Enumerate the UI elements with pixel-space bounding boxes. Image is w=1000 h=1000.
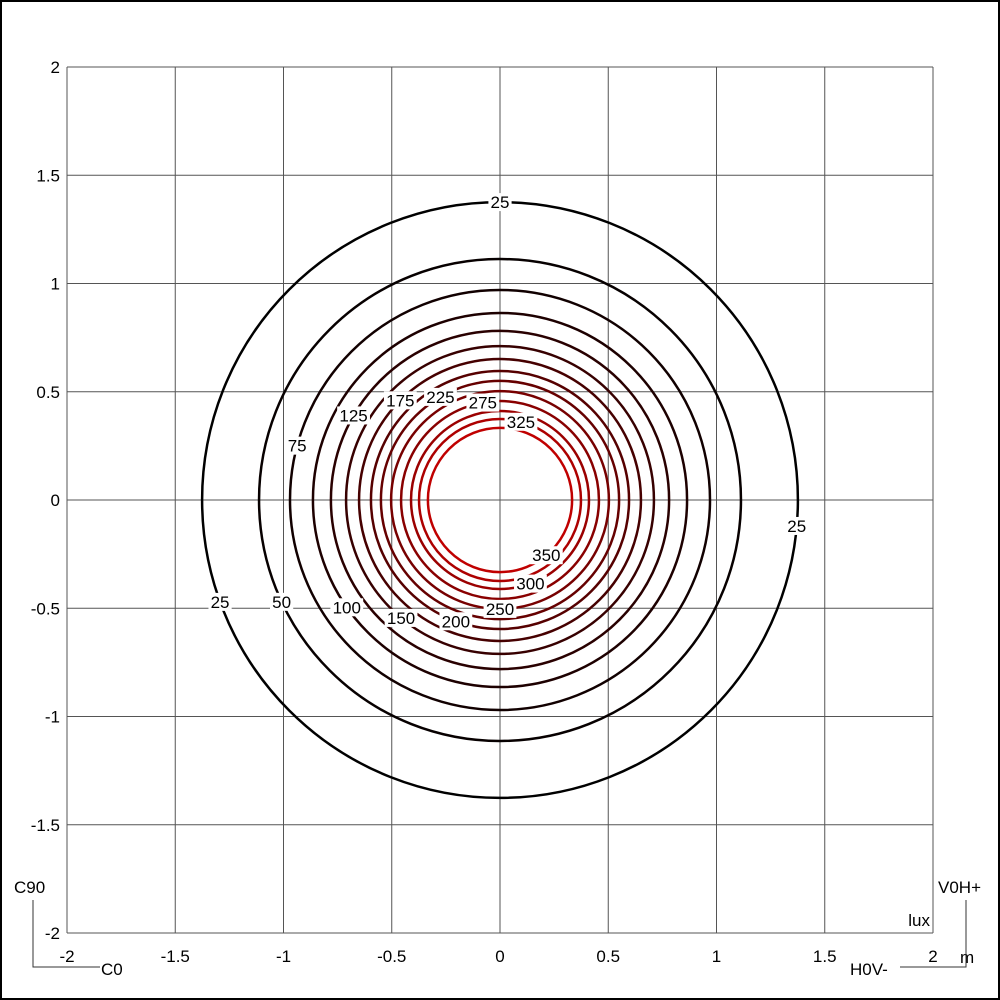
isoline-200	[369, 369, 631, 631]
isoline-label: 225	[426, 388, 454, 407]
isoline-label-bg	[488, 193, 512, 212]
y-tick-label: 1.5	[36, 166, 60, 185]
isoline-label-bg	[330, 598, 364, 617]
x-tick-label: 0	[495, 947, 504, 966]
isoline-225	[379, 379, 621, 621]
isoline-label-bg	[270, 592, 294, 611]
isoline-labels: 25 25 25 50 75 100 125 150 175 200 225 250 275 300 325…	[208, 193, 809, 631]
isoline-150	[344, 344, 656, 656]
axis-unit-label: m	[960, 948, 974, 967]
isoline-125	[329, 329, 671, 671]
y-tick-label: 0	[51, 491, 60, 510]
y-tick-label: -2	[45, 924, 60, 943]
isoline-label: 150	[387, 609, 415, 628]
x-tick-label: 2	[928, 947, 937, 966]
isoline-label-bg	[529, 546, 563, 565]
h-axis-indicator	[900, 900, 967, 968]
isoline-label: 250	[486, 600, 514, 619]
isoline-325	[417, 417, 583, 583]
isoline-label: 100	[333, 598, 361, 617]
isoline-label: 25	[491, 193, 510, 212]
isoline-label-bg	[439, 612, 473, 631]
isoline-label: 325	[507, 413, 535, 432]
isoline-100	[311, 311, 689, 689]
x-tick-label: -0.5	[377, 947, 406, 966]
y-tick-label: -0.5	[31, 599, 60, 618]
y-tick-label: 2	[51, 58, 60, 77]
h0v-minus-label: H0V-	[850, 960, 888, 979]
tick-labels: -2 -1.5 -1 -0.5 0 0.5 1 1.5 2 2 1.5 1 0.5 0 -0.5 -1 -1.5…	[31, 58, 938, 966]
x-tick-label: -1	[276, 947, 291, 966]
v0h-plus-label: V0H+	[938, 878, 981, 897]
isoline-label-bg	[208, 592, 232, 611]
isoline-label: 75	[288, 437, 307, 456]
isoline-label-bg	[384, 608, 418, 627]
y-tick-label: -1.5	[31, 816, 60, 835]
isoline-label: 200	[442, 612, 470, 631]
c0-label: C0	[101, 960, 123, 979]
c-axis-indicator	[32, 900, 100, 968]
isoline-label: 350	[532, 546, 560, 565]
isoline-label: 175	[386, 391, 414, 410]
isoline-175	[357, 357, 643, 643]
isoline-275	[399, 399, 601, 601]
isoline-label-bg	[285, 436, 309, 455]
grid	[66, 66, 934, 934]
x-tick-label: 1.5	[813, 947, 837, 966]
isoline-label: 25	[787, 517, 806, 536]
isoline-label: 300	[516, 575, 544, 594]
isoline-300	[409, 409, 591, 591]
isoline-label-bg	[383, 391, 417, 410]
unit-label: lux	[908, 911, 930, 930]
x-tick-label: 1	[712, 947, 721, 966]
isoline-label-bg	[483, 599, 517, 618]
isoline-label-bg	[785, 516, 809, 535]
isoline-label: 275	[469, 394, 497, 413]
isoline-label-bg	[337, 406, 370, 425]
isoline-label-bg	[504, 412, 538, 431]
y-tick-label: -1	[45, 708, 60, 727]
y-tick-label: 0.5	[36, 383, 60, 402]
x-tick-label: 0.5	[596, 947, 620, 966]
y-tick-label: 1	[51, 275, 60, 294]
isoline-label: 50	[272, 593, 291, 612]
x-tick-label: -1.5	[161, 947, 190, 966]
c90-label: C90	[14, 878, 45, 897]
isoline-label: 125	[339, 406, 367, 425]
isoline-label: 25	[211, 593, 230, 612]
isoline-label-bg	[514, 574, 547, 593]
isoline-50	[257, 257, 743, 743]
x-tick-label: -2	[59, 947, 74, 966]
isoline-75	[288, 288, 712, 712]
isoline-label-bg	[424, 387, 457, 406]
isoline-350	[426, 426, 574, 574]
isoline-label-bg	[466, 393, 500, 412]
